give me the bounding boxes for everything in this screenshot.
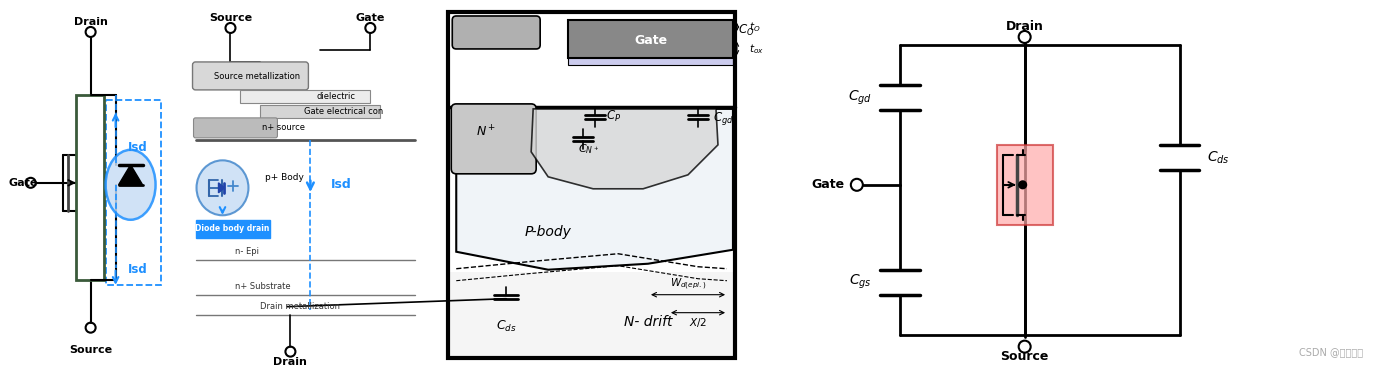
Text: p+ Body: p+ Body	[265, 173, 304, 182]
Text: dielectric: dielectric	[317, 92, 356, 102]
Text: Source metallization: Source metallization	[214, 72, 300, 81]
Text: Source: Source	[68, 345, 112, 355]
Text: $C_{gs}$: $C_{gs}$	[849, 273, 872, 291]
Bar	[568, 58, 733, 65]
Bar	[261, 105, 380, 118]
Text: Source: Source	[1001, 350, 1048, 363]
Text: $N^+$: $N^+$	[476, 124, 497, 139]
Bar	[240, 90, 370, 103]
Bar	[997, 145, 1053, 225]
Text: Source: Source	[209, 13, 253, 23]
Text: Drain: Drain	[274, 357, 307, 367]
Polygon shape	[119, 165, 142, 185]
FancyBboxPatch shape	[193, 62, 309, 90]
Bar	[448, 12, 734, 358]
Bar	[106, 100, 161, 285]
Text: $C_{N^+}$: $C_{N^+}$	[578, 142, 599, 156]
FancyBboxPatch shape	[452, 16, 540, 49]
Text: $t_{ox}$: $t_{ox}$	[748, 42, 764, 56]
Text: Isd: Isd	[127, 263, 148, 276]
Ellipse shape	[197, 160, 248, 215]
FancyBboxPatch shape	[194, 118, 278, 138]
Text: $C_P$: $C_P$	[606, 109, 621, 124]
Bar	[75, 95, 103, 280]
Text: Gate: Gate	[634, 35, 667, 47]
Polygon shape	[219, 183, 225, 193]
Text: $C_{gd}$: $C_{gd}$	[847, 88, 872, 107]
Text: $C_{ds}$: $C_{ds}$	[1208, 149, 1230, 166]
Text: $C_{gd}$: $C_{gd}$	[712, 110, 733, 127]
Text: Isd: Isd	[331, 178, 352, 191]
FancyBboxPatch shape	[451, 104, 536, 174]
Text: Diode body drain: Diode body drain	[195, 224, 269, 233]
Ellipse shape	[106, 150, 155, 220]
Text: Drain metallization: Drain metallization	[261, 302, 341, 311]
Polygon shape	[456, 109, 733, 270]
Text: n+ Substrate: n+ Substrate	[236, 282, 292, 291]
Bar	[451, 272, 733, 355]
Bar	[195, 220, 271, 238]
Text: CSDN @牧神园地: CSDN @牧神园地	[1300, 347, 1364, 357]
Text: n- Epi: n- Epi	[236, 247, 260, 256]
Polygon shape	[530, 109, 718, 189]
Text: N- drift: N- drift	[624, 315, 673, 329]
Text: P-body: P-body	[525, 225, 571, 239]
Text: Gate: Gate	[811, 178, 845, 191]
Circle shape	[1019, 181, 1026, 188]
Text: Isd: Isd	[127, 141, 148, 154]
Text: $W_{d(epi.)}$: $W_{d(epi.)}$	[670, 277, 706, 293]
Text: $X/2$: $X/2$	[688, 316, 708, 329]
Text: $t_O$: $t_O$	[748, 20, 761, 34]
Text: Gate electrical con: Gate electrical con	[304, 107, 384, 116]
Text: $C_{ds}$: $C_{ds}$	[496, 319, 517, 334]
Text: Gate: Gate	[8, 178, 38, 188]
Bar	[568, 20, 733, 58]
Text: Drain: Drain	[1005, 21, 1044, 33]
Bar	[451, 14, 733, 355]
Text: Gate: Gate	[356, 13, 385, 23]
Text: n+ source: n+ source	[262, 123, 306, 132]
Text: $C_O$: $C_O$	[738, 22, 754, 38]
Text: Drain: Drain	[74, 17, 107, 27]
